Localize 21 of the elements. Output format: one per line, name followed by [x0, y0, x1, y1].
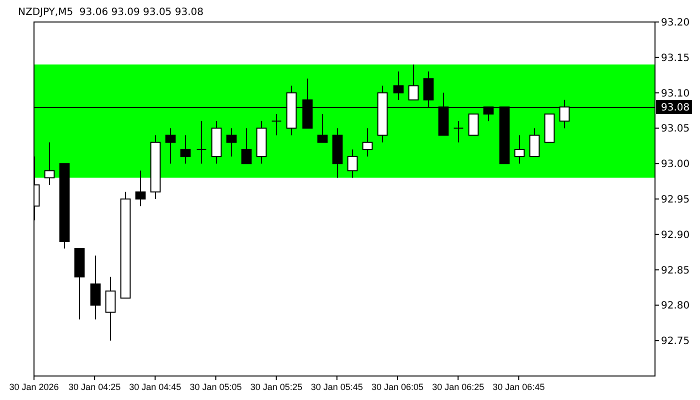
- y-tick-label: 92.85: [661, 265, 690, 276]
- x-tick-label: 30 Jan 06:05: [371, 382, 424, 392]
- x-tick-label: 30 Jan 06:45: [492, 382, 545, 392]
- x-tick-label: 30 Jan 04:45: [129, 382, 182, 392]
- y-tick-label: 92.80: [661, 300, 690, 312]
- y-tick-label: 92.90: [661, 230, 690, 241]
- x-tick-label: 30 Jan 05:45: [310, 382, 363, 392]
- x-tick-label: 30 Jan 06:25: [432, 382, 484, 392]
- x-tick-label: 30 Jan 05:25: [250, 382, 302, 392]
- y-tick-label: 93.05: [661, 124, 690, 135]
- ref-line-label: 93.08: [661, 102, 690, 114]
- x-tick-label: 30 Jan 04:25: [68, 382, 121, 392]
- y-tick-label: 93.00: [661, 159, 690, 170]
- x-tick-label: 30 Jan 05:05: [190, 382, 242, 392]
- chart-title: NZDJPY,M5 93.06 93.09 93.05 93.08: [18, 7, 204, 18]
- y-tick-label: 93.15: [661, 52, 690, 64]
- y-tick-label: 93.20: [661, 18, 690, 28]
- x-tick-label: 30 Jan 2026: [9, 382, 59, 392]
- y-tick-label: 92.75: [661, 336, 690, 348]
- y-tick-label: 93.10: [661, 88, 690, 100]
- y-tick-label: 92.95: [661, 194, 690, 206]
